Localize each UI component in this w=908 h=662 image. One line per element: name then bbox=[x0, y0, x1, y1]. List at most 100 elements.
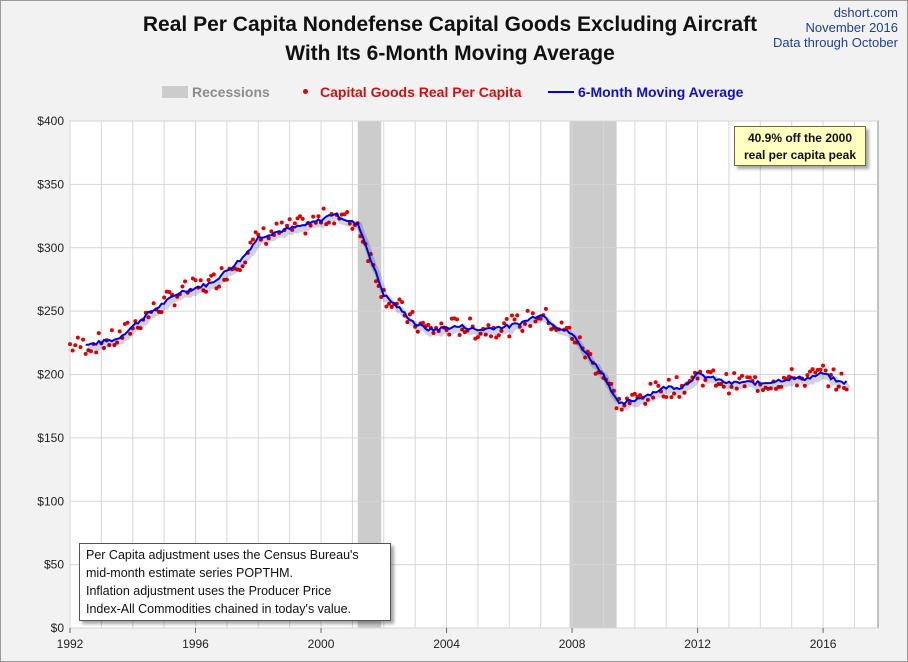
data-point bbox=[415, 329, 420, 334]
data-point bbox=[643, 401, 648, 406]
data-point bbox=[439, 321, 444, 326]
data-point bbox=[577, 335, 582, 340]
data-point bbox=[507, 334, 512, 339]
data-point bbox=[206, 277, 211, 282]
data-point bbox=[326, 220, 331, 225]
data-point bbox=[400, 300, 405, 305]
source-data-through: Data through October bbox=[772, 35, 898, 50]
data-point bbox=[732, 371, 737, 376]
data-point bbox=[611, 388, 616, 393]
data-point bbox=[107, 343, 112, 348]
data-point bbox=[808, 369, 813, 374]
data-point bbox=[167, 289, 172, 294]
data-point bbox=[734, 386, 739, 391]
data-point bbox=[512, 317, 517, 322]
data-point bbox=[672, 391, 677, 396]
data-point bbox=[515, 313, 520, 318]
data-point bbox=[269, 229, 274, 234]
data-point bbox=[125, 320, 130, 325]
data-point bbox=[653, 380, 658, 385]
chart-legend: Recessions Capital Goods Real Per Capita… bbox=[0, 84, 908, 104]
data-point bbox=[682, 390, 687, 395]
data-point bbox=[248, 240, 253, 245]
data-point bbox=[522, 321, 527, 326]
data-point bbox=[669, 395, 674, 400]
data-point bbox=[486, 323, 491, 328]
data-point bbox=[475, 335, 480, 340]
data-point bbox=[405, 320, 410, 325]
data-point bbox=[75, 335, 80, 340]
data-point bbox=[823, 368, 828, 373]
data-point bbox=[256, 232, 261, 237]
legend-points-label: Capital Goods Real Per Capita bbox=[320, 84, 522, 100]
data-point bbox=[496, 333, 501, 338]
data-point bbox=[753, 375, 758, 380]
chart-title-line2: With Its 6-Month Moving Average bbox=[285, 42, 615, 65]
data-point bbox=[488, 334, 493, 339]
data-point bbox=[316, 214, 321, 219]
data-point bbox=[538, 316, 543, 321]
data-point bbox=[520, 328, 525, 333]
data-point bbox=[345, 210, 350, 215]
data-point bbox=[455, 317, 460, 322]
x-tick-label: 2012 bbox=[684, 637, 711, 651]
data-point bbox=[805, 373, 810, 378]
source-date: November 2016 bbox=[805, 20, 899, 35]
data-point bbox=[251, 237, 256, 242]
data-point bbox=[588, 352, 593, 357]
data-point bbox=[389, 305, 394, 310]
data-point bbox=[101, 345, 106, 350]
x-tick-label: 2008 bbox=[559, 637, 586, 651]
data-point bbox=[821, 363, 826, 368]
data-point bbox=[219, 266, 224, 271]
data-point bbox=[844, 387, 849, 392]
data-point bbox=[543, 306, 548, 311]
data-point bbox=[836, 384, 841, 389]
data-point bbox=[460, 327, 465, 332]
data-point bbox=[347, 221, 352, 226]
data-point bbox=[839, 371, 844, 376]
data-point bbox=[656, 383, 661, 388]
legend-moving-average: 6-Month Moving Average bbox=[548, 84, 743, 100]
data-point bbox=[502, 321, 507, 326]
data-point bbox=[583, 355, 588, 360]
legend-point-marker bbox=[303, 89, 308, 94]
data-point bbox=[478, 331, 483, 336]
data-point bbox=[794, 383, 799, 388]
data-point bbox=[332, 221, 337, 226]
y-tick-label: $200 bbox=[37, 368, 64, 382]
data-point bbox=[321, 206, 326, 211]
data-point bbox=[726, 391, 731, 396]
moving-average-shadow bbox=[87, 212, 851, 411]
data-point bbox=[94, 350, 99, 355]
data-point bbox=[719, 382, 724, 387]
legend-moving-average-label: 6-Month Moving Average bbox=[578, 84, 744, 100]
data-point bbox=[447, 332, 452, 337]
data-point bbox=[112, 342, 117, 347]
note-line4: Index-All Commodities chained in today's… bbox=[86, 602, 352, 616]
moving-average-series bbox=[85, 212, 851, 411]
data-point bbox=[802, 383, 807, 388]
data-point bbox=[834, 387, 839, 392]
data-point bbox=[266, 236, 271, 241]
data-point bbox=[146, 315, 151, 320]
data-point bbox=[211, 272, 216, 277]
data-point bbox=[217, 284, 222, 289]
y-tick-label: $300 bbox=[37, 241, 64, 255]
data-point bbox=[703, 377, 708, 382]
y-tick-label: $350 bbox=[37, 177, 64, 191]
data-point bbox=[768, 386, 773, 391]
note-line1: Per Capita adjustment uses the Census Bu… bbox=[86, 548, 359, 562]
data-point bbox=[674, 375, 679, 380]
data-point bbox=[664, 395, 669, 400]
data-point bbox=[407, 312, 412, 317]
data-point bbox=[700, 383, 705, 388]
data-point bbox=[279, 220, 284, 225]
x-tick-label: 1996 bbox=[182, 637, 209, 651]
data-point bbox=[666, 377, 671, 382]
data-point bbox=[172, 303, 177, 308]
moving-average-line bbox=[85, 212, 848, 406]
legend-points: Capital Goods Real Per Capita bbox=[303, 84, 522, 100]
data-point bbox=[384, 304, 389, 309]
